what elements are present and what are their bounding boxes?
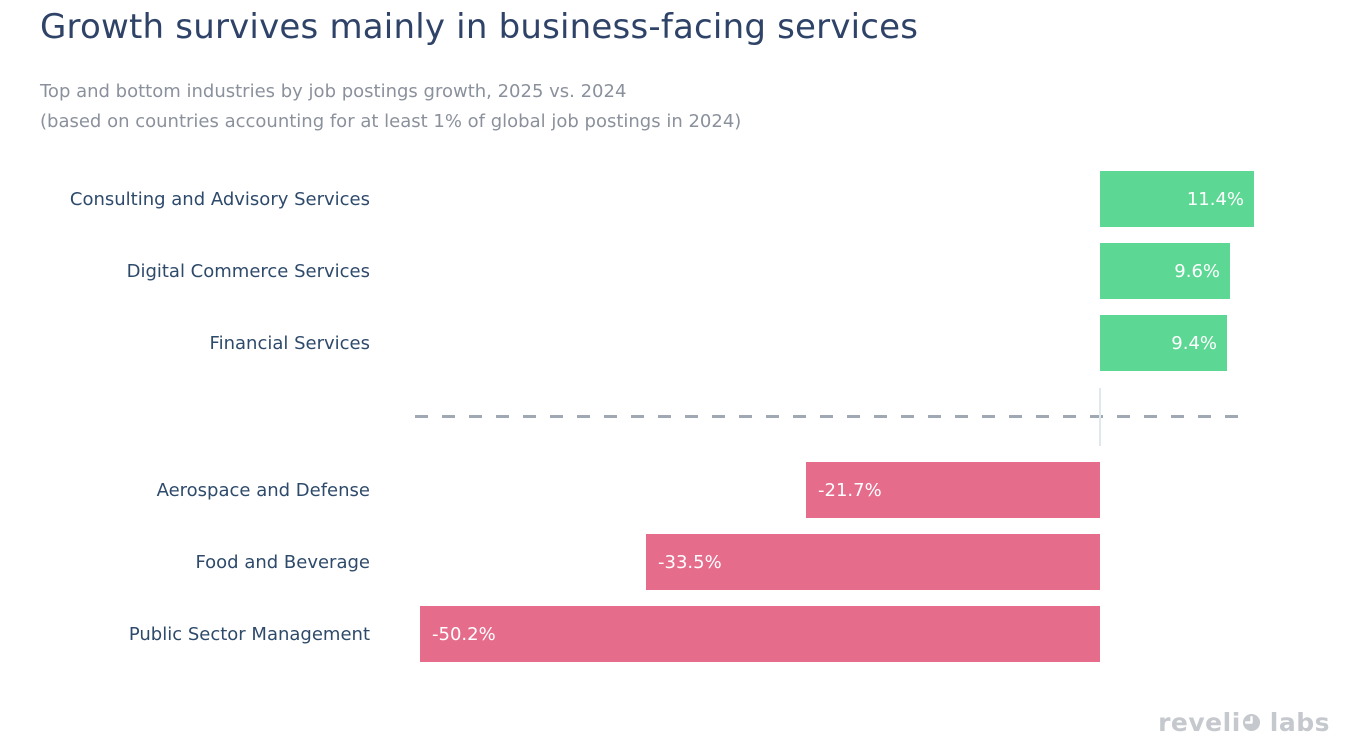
category-label: Consulting and Advisory Services bbox=[69, 188, 370, 210]
negative-bar: -33.5% bbox=[646, 534, 1100, 590]
category-label: Public Sector Management bbox=[128, 623, 370, 645]
revelio-labs-logo: reveli labs bbox=[1158, 706, 1330, 738]
subtitle-line-2: (based on countries accounting for at le… bbox=[40, 111, 742, 132]
category-label: Digital Commerce Services bbox=[126, 260, 370, 282]
category-label: Food and Beverage bbox=[195, 551, 370, 573]
category-label: Aerospace and Defense bbox=[156, 479, 370, 501]
logo-text-reveli: reveli bbox=[1158, 707, 1241, 737]
bar-value-label: 9.6% bbox=[1174, 260, 1220, 282]
clock-o-icon bbox=[1242, 709, 1261, 738]
bar-value-label: -21.7% bbox=[818, 479, 882, 501]
group-separator-dashed-line bbox=[415, 415, 1247, 418]
bar-value-label: 11.4% bbox=[1186, 188, 1244, 210]
positive-bar: 9.4% bbox=[1100, 315, 1227, 371]
logo-text-labs: labs bbox=[1269, 707, 1330, 737]
positive-bar: 11.4% bbox=[1100, 171, 1254, 227]
category-label: Financial Services bbox=[209, 332, 370, 354]
page-title: Growth survives mainly in business-facin… bbox=[40, 7, 919, 47]
negative-bar: -21.7% bbox=[806, 462, 1100, 518]
zero-baseline bbox=[1099, 388, 1101, 446]
negative-bar: -50.2% bbox=[420, 606, 1100, 662]
subtitle-line-1: Top and bottom industries by job posting… bbox=[40, 81, 627, 102]
bar-value-label: -33.5% bbox=[658, 551, 722, 573]
bar-value-label: -50.2% bbox=[432, 623, 496, 645]
chart-subtitle: Top and bottom industries by job posting… bbox=[40, 77, 741, 137]
positive-bar: 9.6% bbox=[1100, 243, 1230, 299]
bar-value-label: 9.4% bbox=[1171, 332, 1217, 354]
